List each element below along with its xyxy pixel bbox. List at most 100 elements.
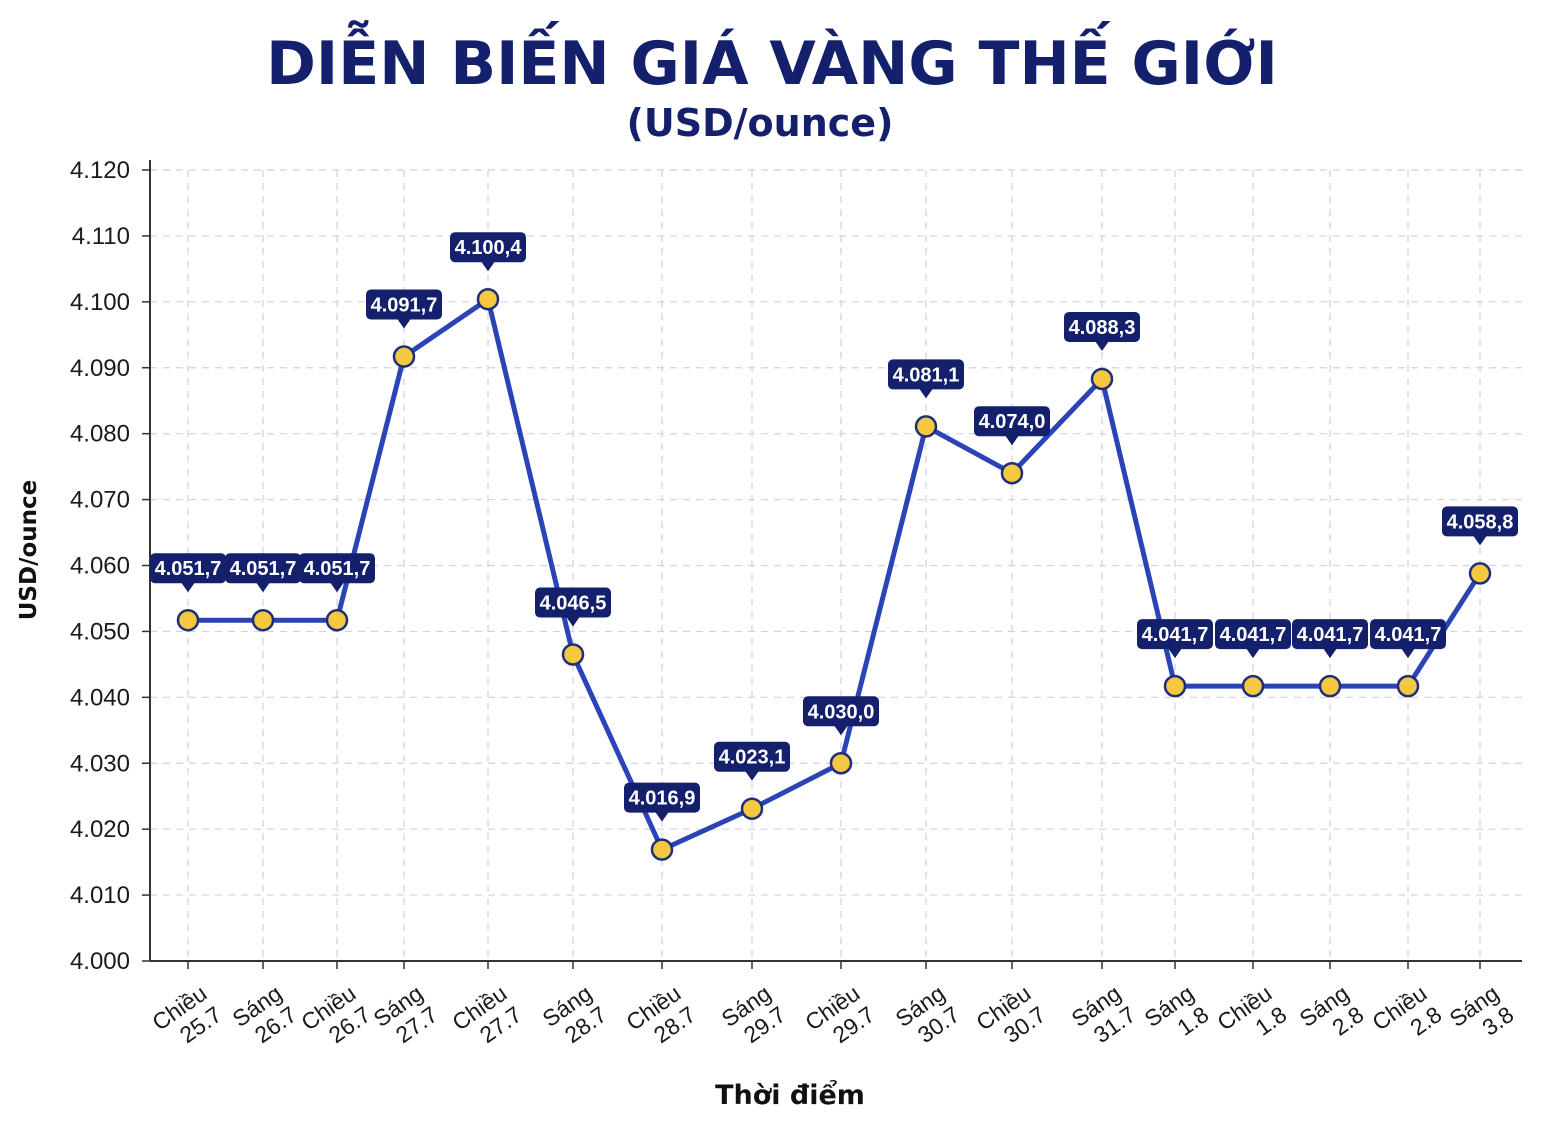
data-label-box	[150, 553, 226, 584]
data-label: 4.088,3	[1064, 311, 1140, 351]
data-label-pointer	[181, 582, 195, 593]
data-label-pointer	[919, 388, 933, 399]
data-label-box	[624, 782, 700, 813]
data-label-pointer	[1246, 648, 1260, 659]
data-label: 4.074,0	[974, 406, 1050, 446]
data-label-box	[1292, 619, 1368, 650]
data-label-box	[1137, 619, 1213, 650]
data-label-pointer	[330, 582, 344, 593]
data-point	[740, 797, 764, 820]
data-label-box	[1215, 619, 1291, 650]
data-point	[1163, 674, 1187, 698]
data-point	[1468, 562, 1492, 585]
data-label-box	[366, 289, 442, 320]
data-label: 4.023,1	[714, 741, 790, 781]
data-point	[392, 345, 416, 368]
data-point	[914, 415, 938, 438]
data-label-pointer	[481, 261, 495, 272]
data-label-text: 4.016,9	[629, 788, 696, 810]
data-label-pointer	[1473, 535, 1487, 546]
y-tick-label: 4.010	[70, 882, 130, 909]
data-label: 4.051,7	[299, 553, 375, 593]
data-label: 4.041,7	[1292, 619, 1368, 659]
data-label-text: 4.074,0	[979, 411, 1046, 433]
data-label: 4.041,7	[1137, 619, 1213, 659]
y-axis-title: USD/ounce	[16, 480, 42, 621]
data-label-box	[299, 553, 375, 584]
data-label-text: 4.041,7	[1220, 624, 1287, 646]
data-label-text: 4.041,7	[1297, 624, 1364, 646]
y-tick-label: 4.040	[70, 684, 130, 711]
data-label: 4.051,7	[150, 553, 226, 593]
data-label-pointer	[1005, 435, 1019, 446]
y-tick-label: 4.060	[70, 553, 130, 580]
data-label-pointer	[834, 725, 848, 736]
data-label: 4.046,5	[535, 587, 611, 627]
data-label-text: 4.088,3	[1069, 317, 1136, 339]
data-label-pointer	[1323, 648, 1337, 659]
data-label: 4.030,0	[803, 696, 879, 736]
data-point	[829, 752, 853, 775]
x-axis-title: Thời điểm	[715, 1078, 865, 1111]
data-label-box	[1442, 506, 1518, 537]
data-label-box	[974, 406, 1050, 437]
data-label-text: 4.058,8	[1447, 511, 1514, 533]
y-tick-label: 4.070	[70, 487, 130, 514]
y-tick-label: 4.030	[70, 750, 130, 777]
data-point	[1396, 674, 1420, 698]
y-tick-label: 4.110	[72, 223, 130, 250]
data-label-box	[1370, 619, 1446, 650]
data-label-box	[450, 232, 526, 263]
data-label-pointer	[1168, 648, 1182, 659]
data-label: 4.100,4	[450, 232, 526, 272]
data-label-pointer	[397, 318, 411, 329]
data-label-text: 4.046,5	[540, 592, 607, 614]
data-label-text: 4.091,7	[371, 295, 438, 317]
data-point	[561, 643, 585, 666]
data-label-text: 4.100,4	[455, 237, 523, 259]
data-label: 4.058,8	[1442, 506, 1518, 546]
data-point	[251, 608, 275, 632]
data-label: 4.016,9	[624, 782, 700, 822]
y-tick-label: 4.120	[70, 157, 130, 184]
data-point	[176, 608, 200, 632]
data-label-text: 4.041,7	[1142, 624, 1209, 646]
y-tick-label: 4.020	[70, 816, 130, 843]
data-label-text: 4.051,7	[230, 558, 297, 580]
y-tick-label: 4.050	[70, 618, 130, 645]
y-tick-label: 4.080	[70, 421, 130, 448]
data-label: 4.041,7	[1215, 619, 1291, 659]
data-label: 4.041,7	[1370, 619, 1446, 659]
data-label-pointer	[566, 616, 580, 627]
data-label-text: 4.030,0	[808, 701, 875, 723]
data-label-box	[888, 359, 964, 390]
y-axis-ticks: 4.000 4.010 4.020 4.030 4.040 4.050 4.060 4.070…	[70, 157, 150, 975]
chart-subtitle: (USD/ounce)	[627, 101, 894, 145]
data-point	[1000, 461, 1024, 485]
chart-title: DIỄN BIẾN GIÁ VÀNG THẾ GIỚI	[266, 19, 1278, 99]
data-label-text: 4.041,7	[1375, 624, 1442, 646]
data-point	[1241, 674, 1265, 698]
data-point	[1318, 674, 1342, 698]
data-point	[325, 608, 349, 632]
data-label-pointer	[256, 582, 270, 593]
data-label-box	[1064, 311, 1140, 342]
data-label-text: 4.023,1	[719, 747, 786, 769]
